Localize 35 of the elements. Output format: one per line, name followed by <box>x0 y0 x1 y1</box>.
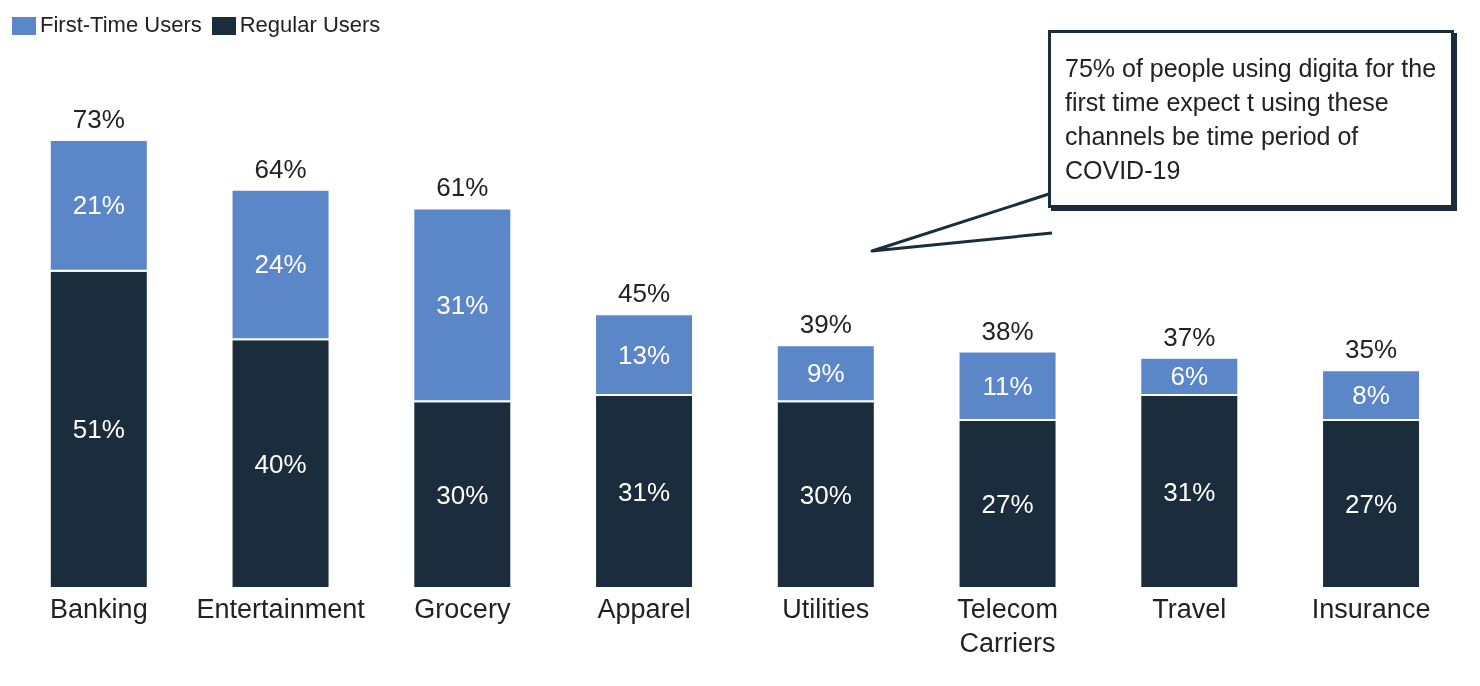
x-tick-label: Banking <box>50 594 148 624</box>
x-tick-label: Telecom Carriers <box>957 594 1058 658</box>
data-label: 30% <box>799 479 852 510</box>
legend-label: First-Time Users <box>40 12 202 37</box>
data-label: 8% <box>1352 380 1390 411</box>
data-label: 31% <box>618 476 671 507</box>
data-label: 40% <box>254 448 307 479</box>
x-tick-label: Entertainment <box>196 594 366 624</box>
data-label: 27% <box>981 489 1034 519</box>
total-label: 37% <box>1163 321 1216 352</box>
data-label: 9% <box>807 358 845 389</box>
x-tick-label: Utilities <box>782 594 870 624</box>
data-label: 31% <box>436 289 489 320</box>
total-label: 64% <box>254 153 307 184</box>
total-label: 45% <box>618 278 671 309</box>
data-label: 24% <box>254 249 307 280</box>
data-label: 11% <box>982 370 1033 401</box>
data-label: 21% <box>72 190 125 221</box>
total-label: 38% <box>981 315 1034 346</box>
total-label: 35% <box>1345 334 1398 365</box>
x-tick-label: Travel <box>1152 594 1227 624</box>
total-label: 39% <box>799 309 852 340</box>
data-label: 27% <box>1345 489 1398 519</box>
data-label: 13% <box>618 339 671 370</box>
data-label: 6% <box>1170 361 1209 392</box>
x-tick-label: Grocery <box>414 594 511 624</box>
x-tick-label: Apparel <box>597 594 691 624</box>
legend-label: Regular Users <box>239 12 381 37</box>
data-label: 51% <box>72 414 125 445</box>
total-label: 61% <box>436 172 489 203</box>
total-label: 73% <box>72 104 125 135</box>
data-label: 31% <box>1163 476 1216 507</box>
callout-box: 75% of people using digita for the first time expect t using these channels be time period of COVID-19 <box>1048 30 1454 208</box>
x-tick-label: Insurance <box>1311 594 1431 624</box>
data-label: 30% <box>436 479 489 510</box>
